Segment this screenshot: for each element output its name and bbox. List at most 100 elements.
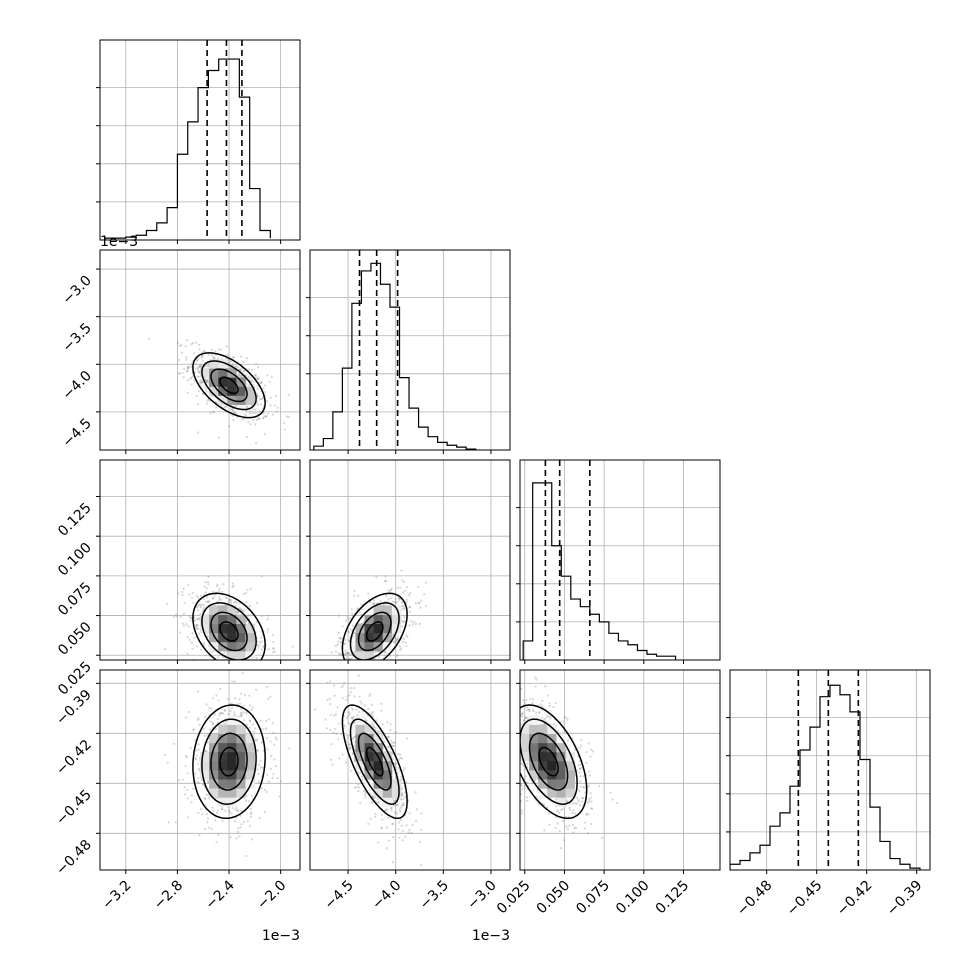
sample-point [580, 744, 583, 747]
sample-point [244, 414, 248, 417]
sample-point [276, 776, 279, 780]
y-tick-label: −4.5 [59, 415, 94, 450]
sample-point [205, 402, 209, 405]
sample-point [348, 722, 351, 725]
sample-point [231, 364, 234, 367]
sample-point [418, 840, 421, 844]
sample-point [218, 714, 221, 717]
sample-point [582, 786, 585, 789]
sample-point [340, 636, 343, 640]
contours [192, 352, 266, 419]
density-cell [218, 751, 228, 762]
sample-point [338, 636, 341, 640]
sample-point [396, 586, 399, 590]
sample-point [263, 415, 266, 418]
sample-point [205, 380, 208, 383]
sample-point [196, 367, 199, 371]
sample-point [345, 652, 348, 655]
density-cell [355, 760, 365, 771]
sample-point [391, 742, 394, 745]
sample-point [190, 343, 193, 346]
density-cell [227, 641, 237, 652]
sample-point [571, 802, 574, 805]
sample-point [565, 825, 568, 828]
sample-point [197, 762, 200, 765]
sample-point [371, 710, 375, 714]
sample-point [242, 704, 246, 707]
sample-point [235, 663, 237, 665]
density-cell [245, 386, 255, 396]
density-cell [236, 770, 246, 780]
sample-point [239, 607, 242, 610]
sample-point [397, 821, 401, 824]
sample-point [191, 728, 195, 732]
sample-point [387, 745, 390, 748]
sample-point [366, 661, 368, 663]
sample-point [241, 681, 243, 683]
sample-point [527, 708, 531, 711]
sample-point [200, 356, 203, 360]
sample-point [255, 418, 259, 422]
sample-point [412, 620, 416, 624]
sample-point [261, 766, 264, 769]
sample-point [238, 607, 241, 610]
sample-point [554, 798, 557, 801]
sample-point [588, 798, 591, 801]
y-tick-label: −0.48 [53, 837, 95, 879]
sample-point [351, 717, 354, 720]
sample-point [205, 587, 208, 590]
sample-point [399, 810, 402, 813]
sample-point [380, 814, 383, 817]
sample-point [588, 800, 591, 803]
sample-point [199, 604, 202, 607]
sample-point [233, 820, 237, 823]
sample-point [232, 601, 236, 604]
sample-point [179, 631, 182, 634]
sample-point [395, 638, 398, 641]
density-cell [355, 733, 365, 744]
sample-point [256, 377, 259, 381]
sample-point [207, 575, 210, 578]
sample-point [190, 641, 193, 644]
sample-point [198, 723, 201, 726]
sample-point [546, 714, 549, 718]
density-cell [245, 760, 255, 771]
sample-point [339, 637, 342, 640]
sample-point [472, 744, 474, 746]
density-cell [200, 751, 210, 762]
sample-point [357, 786, 361, 789]
sample-point [250, 794, 253, 798]
sample-point [238, 702, 241, 705]
sample-point [403, 873, 405, 875]
sample-point [583, 827, 586, 830]
density-cell [236, 751, 246, 762]
sample-point [543, 722, 546, 726]
sample-point [521, 722, 524, 725]
sample-point [194, 757, 197, 761]
sample-point [373, 601, 376, 605]
sample-point [351, 717, 354, 720]
sample-point [191, 341, 194, 345]
contour-line [210, 611, 248, 652]
sample-point [358, 695, 361, 698]
sample-point [278, 795, 281, 798]
density-cell [245, 742, 255, 753]
sample-point [578, 804, 582, 807]
sample-point [505, 706, 507, 708]
sample-point [267, 718, 270, 721]
sample-point [513, 730, 515, 732]
sample-point [522, 764, 525, 768]
sample-point [526, 709, 529, 712]
density-cell [355, 632, 365, 643]
sample-point [369, 817, 372, 821]
histogram-steps [313, 262, 477, 450]
sample-point [241, 665, 243, 667]
sample-point [377, 801, 380, 804]
sample-point [273, 672, 275, 674]
sample-point [504, 750, 506, 752]
sample-point [224, 809, 227, 812]
sample-point [360, 702, 363, 705]
sample-point [215, 694, 218, 697]
sample-point [522, 699, 525, 702]
density-cell [227, 605, 237, 615]
